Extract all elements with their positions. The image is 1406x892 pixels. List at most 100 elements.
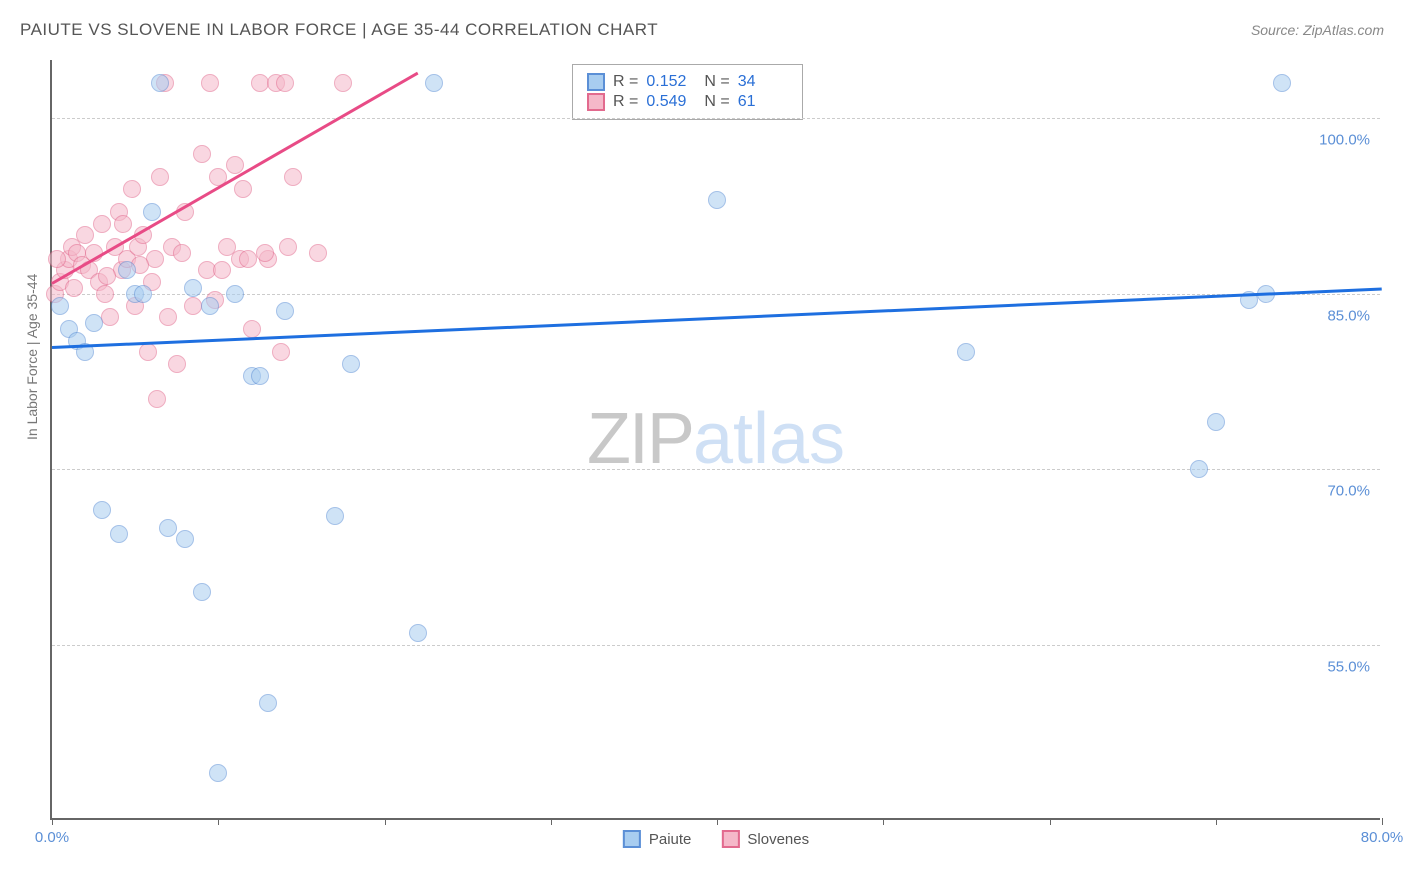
stat-r-label: R = <box>613 73 638 91</box>
plot-area: ZIPatlas R =0.152N =34R =0.549N =61 Paiu… <box>50 60 1380 820</box>
chart-container: PAIUTE VS SLOVENE IN LABOR FORCE | AGE 3… <box>0 0 1406 892</box>
x-tick <box>385 818 386 825</box>
x-tick <box>717 818 718 825</box>
legend-swatch <box>721 830 739 848</box>
watermark-zip: ZIP <box>587 399 693 479</box>
data-point <box>201 74 219 92</box>
x-tick <box>883 818 884 825</box>
data-point <box>1190 460 1208 478</box>
data-point <box>148 390 166 408</box>
data-point <box>213 261 231 279</box>
data-point <box>110 525 128 543</box>
data-point <box>284 168 302 186</box>
x-tick <box>218 818 219 825</box>
data-point <box>65 279 83 297</box>
data-point <box>239 250 257 268</box>
stats-box: R = 0.152 N = 34 R = 0.549 N = 61 <box>572 64 803 120</box>
data-point <box>272 343 290 361</box>
data-point <box>98 267 116 285</box>
y-tick-label: 85.0% <box>1327 307 1370 324</box>
data-point <box>243 320 261 338</box>
data-point <box>409 624 427 642</box>
data-point <box>226 285 244 303</box>
data-point <box>1207 413 1225 431</box>
data-point <box>425 74 443 92</box>
data-point <box>201 297 219 315</box>
data-point <box>114 215 132 233</box>
x-tick-label: 0.0% <box>35 829 69 846</box>
data-point <box>143 203 161 221</box>
stat-row: R = 0.549 N = 61 <box>587 93 788 111</box>
gridline <box>52 645 1380 646</box>
data-point <box>342 355 360 373</box>
data-point <box>151 74 169 92</box>
data-point <box>184 279 202 297</box>
y-axis-label: In Labor Force | Age 35-44 <box>24 274 40 440</box>
data-point <box>193 145 211 163</box>
data-point <box>159 308 177 326</box>
data-point <box>326 507 344 525</box>
watermark-atlas: atlas <box>693 399 845 479</box>
data-point <box>168 355 186 373</box>
data-point <box>251 367 269 385</box>
chart-title: PAIUTE VS SLOVENE IN LABOR FORCE | AGE 3… <box>20 20 658 40</box>
data-point <box>234 180 252 198</box>
stat-swatch <box>587 93 605 111</box>
data-point <box>309 244 327 262</box>
data-point <box>209 764 227 782</box>
legend-item: Slovenes <box>721 830 809 848</box>
stat-r-value: 0.152 <box>646 73 696 91</box>
data-point <box>139 343 157 361</box>
data-point <box>334 74 352 92</box>
x-tick <box>1216 818 1217 825</box>
data-point <box>51 297 69 315</box>
stat-n-label: N = <box>704 93 729 111</box>
data-point <box>251 74 269 92</box>
y-tick-label: 55.0% <box>1327 658 1370 675</box>
data-point <box>96 285 114 303</box>
data-point <box>118 261 136 279</box>
stat-r-label: R = <box>613 93 638 111</box>
stat-swatch <box>587 73 605 91</box>
data-point <box>93 215 111 233</box>
legend-label: Slovenes <box>747 831 809 848</box>
data-point <box>85 314 103 332</box>
legend-label: Paiute <box>649 831 692 848</box>
data-point <box>1273 74 1291 92</box>
watermark: ZIPatlas <box>587 398 845 480</box>
stat-n-value: 61 <box>738 93 788 111</box>
legend-swatch <box>623 830 641 848</box>
gridline <box>52 469 1380 470</box>
y-tick-label: 70.0% <box>1327 483 1370 500</box>
data-point <box>76 226 94 244</box>
data-point <box>259 694 277 712</box>
stat-n-label: N = <box>704 73 729 91</box>
data-point <box>159 519 177 537</box>
gridline <box>52 118 1380 119</box>
stat-n-value: 34 <box>738 73 788 91</box>
data-point <box>184 297 202 315</box>
data-point <box>151 168 169 186</box>
data-point <box>93 501 111 519</box>
gridline <box>52 294 1380 295</box>
data-point <box>48 250 66 268</box>
legend-item: Paiute <box>623 830 692 848</box>
data-point <box>957 343 975 361</box>
data-point <box>279 238 297 256</box>
x-tick-label: 80.0% <box>1361 829 1404 846</box>
x-tick <box>551 818 552 825</box>
data-point <box>256 244 274 262</box>
legend: Paiute Slovenes <box>623 830 809 848</box>
source-label: Source: ZipAtlas.com <box>1251 22 1384 38</box>
trend-line <box>52 288 1382 349</box>
data-point <box>276 74 294 92</box>
data-point <box>176 530 194 548</box>
data-point <box>193 583 211 601</box>
x-tick <box>1050 818 1051 825</box>
stat-row: R = 0.152 N = 34 <box>587 73 788 91</box>
stat-r-value: 0.549 <box>646 93 696 111</box>
data-point <box>101 308 119 326</box>
data-point <box>173 244 191 262</box>
data-point <box>134 285 152 303</box>
x-tick <box>52 818 53 825</box>
